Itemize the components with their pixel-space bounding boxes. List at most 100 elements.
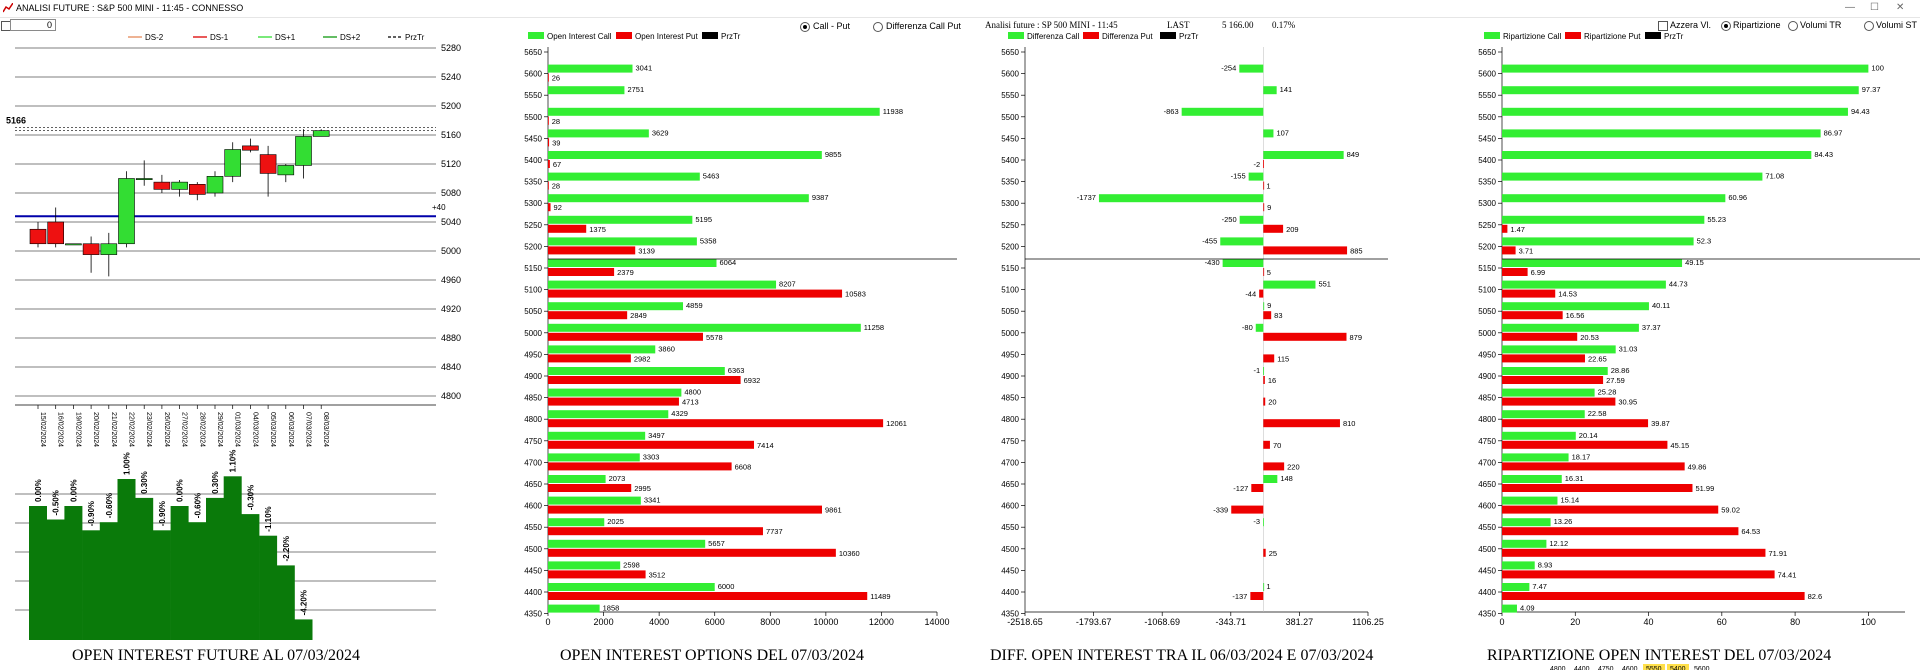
call-bar [548, 280, 777, 289]
put-bar [1263, 462, 1285, 471]
oi-future-bar [29, 506, 47, 640]
call-bar [1263, 151, 1344, 159]
diff-label: +40 [432, 203, 446, 212]
put-value-label: 5578 [706, 333, 723, 342]
legend-label: Differenza Put [1102, 32, 1153, 41]
strike-label: 4650 [1001, 480, 1019, 489]
put-value-label: 6932 [744, 376, 761, 385]
strike-label: 4700 [1478, 458, 1496, 467]
oi-future-bar [64, 506, 83, 640]
minimize-icon[interactable]: — [1845, 2, 1855, 13]
strip-highlight [1643, 664, 1665, 670]
put-value-label: 6608 [735, 462, 752, 471]
oi-future-label: 0.00% [69, 479, 78, 502]
put-bar [548, 462, 732, 471]
put-value-label: 220 [1287, 462, 1300, 471]
put-value-label: 209 [1286, 225, 1299, 234]
strike-label: 5000 [1001, 329, 1019, 338]
call-value-label: -80 [1242, 323, 1253, 332]
oi-future-bar [46, 519, 65, 640]
call-value-label: 6000 [718, 582, 735, 591]
oi-future-label: 1.00% [123, 452, 132, 475]
put-value-label: 3512 [649, 570, 666, 579]
volumi-st-radio[interactable] [1864, 21, 1874, 31]
ripartizione-title: RIPARTIZIONE OPEN INTEREST DEL 07/03/202… [1487, 647, 1832, 664]
strike-label: 5600 [524, 70, 542, 79]
call-bar [548, 539, 706, 548]
ripartizione-radio[interactable] [1721, 21, 1731, 31]
call-bar [548, 151, 822, 159]
put-bar [548, 505, 822, 514]
maximize-icon[interactable]: ☐ [1870, 2, 1879, 13]
call-put-radio[interactable] [800, 22, 810, 32]
candle-body [135, 178, 153, 181]
strike-label: 5500 [1478, 113, 1496, 122]
call-bar [1502, 64, 1869, 73]
strike-label: 4600 [1001, 502, 1019, 511]
put-bar [548, 527, 763, 536]
x-tick-label: 10000 [813, 617, 838, 627]
x-tick-label: -1068.69 [1144, 617, 1180, 627]
put-value-label: 39.87 [1651, 419, 1670, 428]
volumi-tr-radio[interactable] [1788, 21, 1798, 31]
quantity-stepper[interactable]: 0 [10, 19, 56, 31]
call-value-label: 6064 [719, 258, 736, 267]
candle-body [153, 181, 171, 190]
call-bar [548, 561, 621, 570]
x-tick-label: 26/02/2024 [163, 412, 170, 447]
last-change: 0.17% [1272, 20, 1296, 30]
azzera-checkbox[interactable] [1658, 21, 1668, 31]
put-value-label: 14.53 [1558, 290, 1577, 299]
y-tick-label: 4800 [441, 391, 461, 401]
strike-label: 5100 [1478, 286, 1496, 295]
options-oi-title: OPEN INTEREST OPTIONS DEL 07/03/2024 [560, 647, 864, 664]
call-value-label: 9387 [812, 193, 829, 202]
x-tick-label: 04/03/2024 [251, 412, 258, 447]
legend-swatch [1484, 32, 1500, 39]
put-bar [548, 246, 636, 255]
call-value-label: 6363 [728, 366, 745, 375]
strike-label: 4400 [1478, 588, 1496, 597]
call-value-label: 55.23 [1707, 215, 1726, 224]
legend-swatch [1008, 32, 1024, 39]
put-value-label: 83 [1274, 311, 1282, 320]
strike-label: 5350 [1478, 178, 1496, 187]
put-value-label: 1375 [589, 225, 606, 234]
call-bar [1263, 518, 1264, 527]
put-bar [1502, 570, 1775, 579]
x-tick-label: 15/02/2024 [39, 412, 46, 447]
put-bar [548, 138, 550, 147]
strike-label: 5350 [524, 178, 542, 187]
diff-oi-title: DIFF. OPEN INTEREST TRA IL 06/03/2024 E … [990, 647, 1374, 664]
strip-label: 5550 [1646, 666, 1662, 670]
call-value-label: 44.73 [1669, 280, 1688, 289]
put-bar [1263, 268, 1265, 276]
put-bar [548, 592, 868, 600]
diff-call-put-radio[interactable] [873, 22, 883, 32]
oi-future-bar [241, 514, 260, 640]
strike-label: 5450 [1478, 134, 1496, 143]
put-bar [1263, 160, 1264, 168]
strike-label: 5250 [524, 221, 542, 230]
put-bar [1502, 376, 1604, 384]
put-value-label: 49.86 [1688, 462, 1707, 471]
x-tick-label: 19/02/2024 [74, 412, 81, 447]
strike-label: 4550 [524, 523, 542, 532]
put-value-label: 2982 [634, 354, 651, 363]
put-value-label: 67 [553, 160, 561, 169]
call-value-label: 2598 [623, 560, 640, 569]
call-bar [1502, 151, 1812, 159]
strike-label: 5650 [1001, 48, 1019, 57]
strike-label: 5650 [524, 48, 542, 57]
call-value-label: 12.12 [1549, 539, 1568, 548]
put-bar [548, 289, 843, 298]
close-icon[interactable]: ✕ [1896, 2, 1905, 13]
oi-future-label: 0.00% [34, 479, 43, 502]
strike-label: 4550 [1478, 523, 1496, 532]
call-bar [548, 604, 600, 613]
candle-body [118, 178, 135, 245]
call-bar [1181, 107, 1264, 116]
put-bar [1502, 354, 1585, 363]
candle-body [295, 136, 312, 166]
